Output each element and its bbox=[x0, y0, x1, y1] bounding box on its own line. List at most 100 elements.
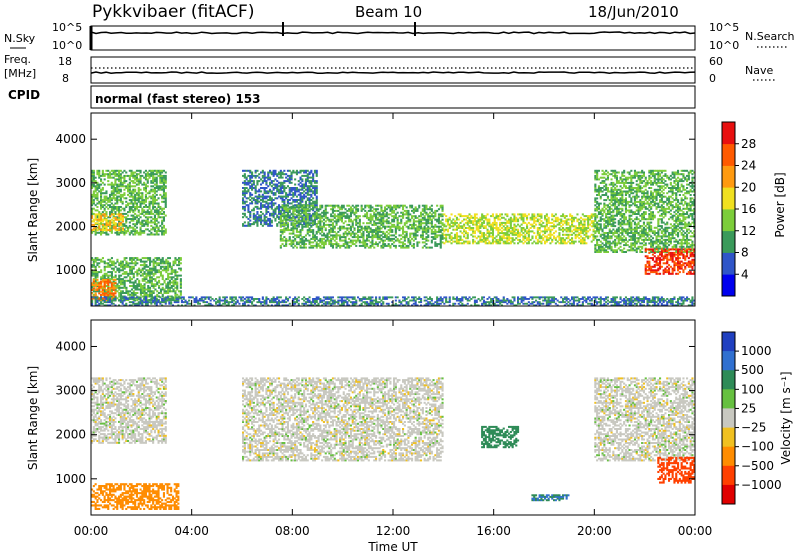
echo-cell bbox=[545, 237, 548, 240]
echo-cell bbox=[92, 173, 95, 176]
echo-cell bbox=[98, 297, 101, 300]
echo-cell bbox=[301, 243, 304, 246]
echo-cell bbox=[174, 258, 177, 261]
echo-cell bbox=[387, 222, 390, 225]
echo-cell bbox=[342, 227, 345, 230]
echo-cell bbox=[477, 225, 480, 228]
echo-cell bbox=[472, 238, 475, 241]
echo-cell bbox=[331, 243, 334, 246]
echo-cell bbox=[91, 207, 94, 210]
echo-cell bbox=[342, 206, 345, 209]
echo-cell bbox=[174, 279, 177, 282]
echo-cell bbox=[179, 283, 182, 286]
echo-cell bbox=[394, 232, 397, 235]
echo-cell bbox=[403, 204, 406, 207]
echo-cell bbox=[143, 171, 146, 174]
echo-cell bbox=[116, 195, 119, 198]
echo-cell bbox=[118, 271, 121, 274]
echo-cell bbox=[576, 235, 579, 238]
echo-cell bbox=[310, 230, 313, 233]
echo-cell bbox=[326, 232, 329, 235]
echo-cell bbox=[156, 264, 159, 267]
echo-cell bbox=[313, 180, 316, 183]
echo-cell bbox=[301, 237, 304, 240]
echo-cell bbox=[596, 251, 599, 253]
echo-cell bbox=[596, 242, 599, 245]
echo-cell bbox=[513, 238, 516, 241]
echo-cell bbox=[118, 199, 121, 202]
echo-cell bbox=[155, 202, 158, 205]
echo-cell bbox=[157, 212, 160, 215]
echo-cell bbox=[596, 171, 599, 174]
echo-cell bbox=[285, 180, 288, 183]
echo-cell bbox=[132, 292, 135, 294]
echo-cell bbox=[286, 185, 289, 188]
echo-cell bbox=[155, 219, 158, 222]
echo-cell bbox=[448, 237, 451, 240]
echo-cell bbox=[583, 227, 586, 229]
echo-cell bbox=[139, 169, 142, 172]
echo-cell bbox=[407, 237, 410, 240]
echo-cell bbox=[164, 174, 167, 177]
echo-cell bbox=[152, 207, 155, 210]
echo-cell bbox=[263, 217, 266, 220]
echo-cell bbox=[105, 299, 108, 302]
echo-cell bbox=[348, 227, 351, 230]
echo-cell bbox=[339, 218, 342, 221]
echo-cell bbox=[135, 219, 138, 222]
echo-cell bbox=[360, 209, 363, 212]
echo-cell bbox=[127, 187, 130, 189]
noise-panel-frame bbox=[90, 25, 696, 51]
echo-cell bbox=[125, 224, 128, 227]
echo-cell bbox=[493, 220, 496, 223]
echo-cell bbox=[139, 283, 142, 286]
echo-cell bbox=[119, 199, 122, 202]
echo-cell bbox=[100, 282, 103, 285]
echo-cell bbox=[429, 211, 432, 214]
echo-cell bbox=[491, 238, 494, 241]
echo-cell bbox=[506, 235, 509, 238]
echo-cell bbox=[558, 237, 561, 240]
echo-cell bbox=[448, 233, 451, 236]
echo-cell bbox=[254, 219, 257, 222]
echo-cell bbox=[148, 202, 151, 205]
echo-cell bbox=[310, 229, 313, 232]
echo-cell bbox=[294, 223, 297, 226]
echo-cell bbox=[137, 181, 140, 184]
echo-cell bbox=[531, 230, 534, 233]
echo-cell bbox=[508, 228, 511, 231]
echo-cell bbox=[279, 195, 282, 198]
echo-cell bbox=[292, 225, 295, 228]
echo-cell bbox=[313, 216, 316, 219]
echo-cell bbox=[159, 187, 162, 189]
echo-cell bbox=[92, 207, 95, 210]
echo-cell bbox=[315, 197, 318, 200]
echo-cell bbox=[168, 264, 171, 267]
echo-cell bbox=[385, 222, 388, 225]
echo-cell bbox=[304, 225, 307, 228]
noise-right-tick-bottom: 10^0 bbox=[709, 39, 739, 52]
echo-cell bbox=[511, 233, 514, 236]
echo-cell bbox=[286, 222, 289, 225]
echo-cell bbox=[155, 207, 158, 210]
echo-cell bbox=[493, 240, 496, 243]
echo-cell bbox=[455, 218, 458, 221]
echo-cell bbox=[387, 239, 390, 242]
echo-cell bbox=[252, 212, 255, 215]
echo-cell bbox=[92, 220, 95, 223]
echo-cell bbox=[407, 246, 410, 249]
echo-cell bbox=[150, 271, 153, 274]
echo-cell bbox=[599, 249, 602, 252]
echo-cell bbox=[596, 173, 599, 176]
echo-cell bbox=[116, 258, 119, 261]
echo-cell bbox=[500, 235, 503, 238]
echo-cell bbox=[141, 211, 144, 214]
echo-cell bbox=[158, 271, 161, 274]
echo-cell bbox=[464, 230, 467, 233]
echo-cell bbox=[279, 183, 282, 186]
echo-cell bbox=[423, 229, 426, 232]
echo-cell bbox=[178, 264, 181, 267]
echo-cell bbox=[120, 286, 123, 289]
echo-cell bbox=[116, 286, 119, 289]
echo-cell bbox=[484, 225, 487, 228]
